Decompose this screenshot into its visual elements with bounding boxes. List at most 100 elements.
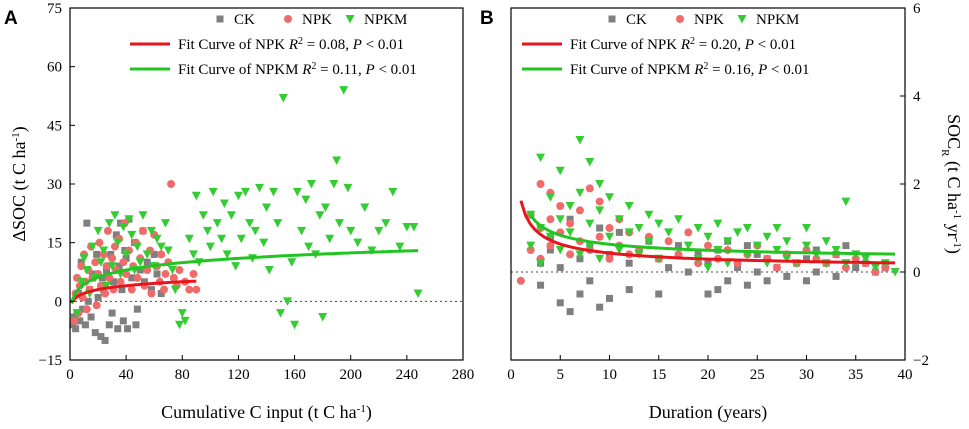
point-npkm xyxy=(254,183,264,193)
point-npk xyxy=(546,215,555,224)
point-npkm xyxy=(664,228,674,237)
legend-marker-npk xyxy=(284,15,292,23)
point-npk xyxy=(103,226,112,235)
point-npkm xyxy=(585,219,595,229)
point-npkm xyxy=(575,136,585,145)
point-ck xyxy=(112,231,120,239)
point-npkm xyxy=(742,224,752,233)
point-npkm xyxy=(283,297,293,306)
point-ck xyxy=(76,317,84,325)
x-tick-label: 30 xyxy=(799,367,814,383)
point-ck xyxy=(803,277,810,285)
point-npk xyxy=(101,289,110,298)
point-npkm xyxy=(198,211,208,220)
point-npk xyxy=(169,273,178,282)
point-npkm xyxy=(142,250,152,259)
point-npk xyxy=(556,202,565,210)
point-npk xyxy=(189,269,198,278)
point-npkm xyxy=(118,223,128,232)
point-npkm xyxy=(575,250,585,259)
y-tick-label: −15 xyxy=(39,353,62,369)
point-ck xyxy=(94,293,102,301)
point-npkm xyxy=(184,234,194,244)
point-ck xyxy=(556,299,564,307)
point-npk xyxy=(566,219,575,228)
point-npkm xyxy=(107,262,117,271)
point-npkm xyxy=(841,197,851,207)
point-npkm xyxy=(104,219,114,228)
point-npkm xyxy=(545,193,555,202)
point-ck xyxy=(852,264,860,272)
point-npkm xyxy=(264,266,274,275)
y-tick-label: 45 xyxy=(47,118,62,134)
point-npkm xyxy=(163,246,173,255)
point-ck xyxy=(143,258,151,266)
point-ck xyxy=(606,294,613,302)
point-npkm xyxy=(782,237,792,246)
point-npkm xyxy=(605,232,614,242)
point-ck xyxy=(783,272,791,280)
legend-marker-npk xyxy=(676,15,684,23)
point-npk xyxy=(566,250,575,259)
point-ck xyxy=(124,325,132,333)
point-ck xyxy=(596,224,604,232)
point-npkm xyxy=(146,226,156,236)
y-tick-label: 2 xyxy=(913,177,921,193)
point-npkm xyxy=(332,156,342,166)
point-npkm xyxy=(703,263,713,273)
point-ck xyxy=(566,215,574,223)
x-tick-label: 0 xyxy=(507,367,515,383)
point-ck xyxy=(132,321,140,329)
point-ck xyxy=(537,281,545,289)
legend-marker-npkm xyxy=(737,15,747,24)
point-npkm xyxy=(624,228,634,237)
point-npkm xyxy=(217,234,227,244)
point-npkm xyxy=(536,153,546,163)
legend: CK NPK NPKM Fit Curve of NPK R2 = 0.08, P <… xyxy=(130,12,417,78)
point-npkm xyxy=(703,232,713,242)
point-npkm xyxy=(536,259,546,268)
point-ck xyxy=(97,333,105,341)
point-npk xyxy=(605,224,614,232)
x-tick-label: 15 xyxy=(651,367,666,383)
point-npkm xyxy=(343,183,353,193)
y-tick-label: 6 xyxy=(913,1,921,17)
point-ck xyxy=(118,286,126,294)
point-npk xyxy=(127,285,136,294)
point-ck xyxy=(133,305,141,313)
point-npkm xyxy=(526,241,536,251)
point-npkm xyxy=(585,158,595,167)
point-npkm xyxy=(273,219,283,228)
point-npkm xyxy=(870,263,880,273)
point-npkm xyxy=(585,241,595,251)
point-ck xyxy=(556,264,564,272)
point-npk xyxy=(175,266,184,275)
legend-label-ck: CK xyxy=(626,12,647,28)
point-ck xyxy=(128,274,136,282)
x-tick-label: 35 xyxy=(848,367,863,383)
point-npkm xyxy=(191,191,201,201)
x-tick-label: 240 xyxy=(396,367,419,383)
point-npkm xyxy=(87,242,97,252)
point-npkm xyxy=(170,285,180,295)
point-ck xyxy=(105,321,113,329)
point-npkm xyxy=(121,250,131,259)
point-ck xyxy=(119,317,127,325)
fit-curve-npk xyxy=(70,279,197,304)
point-npkm xyxy=(555,215,565,224)
point-npkm xyxy=(226,211,236,220)
point-npkm xyxy=(245,219,255,228)
point-npkm xyxy=(565,202,575,211)
point-npkm xyxy=(644,210,654,220)
point-npk xyxy=(516,276,525,285)
point-ck xyxy=(625,259,633,267)
point-ck xyxy=(812,246,820,254)
point-ck xyxy=(684,268,692,276)
legend-marker-npkm xyxy=(345,15,355,24)
point-ck xyxy=(724,277,732,285)
fit-curve-npkm xyxy=(70,249,419,304)
point-ck xyxy=(812,268,820,276)
point-ck xyxy=(81,321,89,329)
series-npk xyxy=(516,180,890,285)
